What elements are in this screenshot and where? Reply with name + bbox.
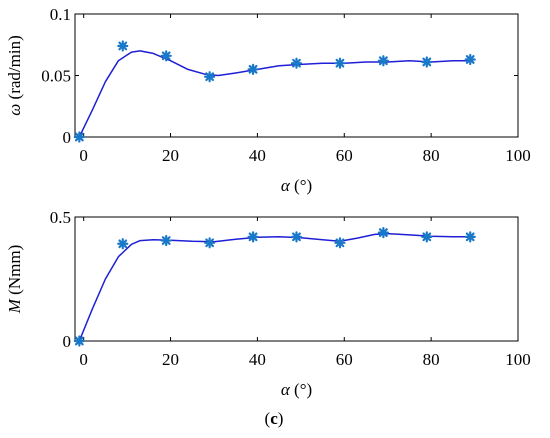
data-point-marker xyxy=(247,63,259,75)
figure-caption: (c) xyxy=(265,409,284,428)
x-tick-label: 40 xyxy=(249,350,266,369)
moment-vs-alpha-plot: 0 20 40 60 80 100 0 0.5 α (°) M (Nmm) xyxy=(5,208,531,399)
y-axis-label: M (Nmm) xyxy=(5,245,24,314)
x-axis-label: α (°) xyxy=(281,380,312,399)
y-tick-label: 0 xyxy=(63,332,72,351)
data-point-marker xyxy=(464,231,476,243)
plot-frame xyxy=(74,13,519,138)
x-tick-label: 80 xyxy=(423,350,440,369)
data-point-marker xyxy=(334,57,346,69)
data-point-marker xyxy=(117,238,129,250)
data-point-marker xyxy=(73,335,85,347)
y-axis-unit: (Nmm) xyxy=(5,245,24,299)
x-tick-label: 100 xyxy=(505,350,531,369)
x-axis-unit: (°) xyxy=(290,176,312,195)
omega-vs-alpha-plot: 0 20 40 60 80 100 0 0.05 0.1 α (°) ω (rad/min) xyxy=(5,5,531,195)
x-tick-label: 100 xyxy=(505,146,531,165)
x-tick-label: 0 xyxy=(79,350,88,369)
x-axis-label: α (°) xyxy=(281,176,312,195)
fitted-curve xyxy=(78,232,471,342)
data-point-marker xyxy=(464,53,476,66)
x-axis-symbol: α xyxy=(281,176,291,195)
data-point-marker xyxy=(290,231,303,243)
data-point-marker xyxy=(290,57,303,69)
x-tick-label: 20 xyxy=(162,146,179,165)
plot-frame xyxy=(74,216,519,342)
data-point-marker xyxy=(160,50,172,62)
y-axis-symbol: M xyxy=(5,298,24,314)
data-point-marker xyxy=(247,231,259,243)
y-axis-label: ω (rad/min) xyxy=(5,35,24,115)
y-tick-label: 0.1 xyxy=(50,5,71,24)
x-tick-label: 40 xyxy=(249,146,266,165)
x-axis-symbol: α xyxy=(281,380,291,399)
data-point-marker xyxy=(377,55,389,67)
data-point-marker xyxy=(204,71,216,83)
y-tick-label: 0.5 xyxy=(50,208,71,227)
y-axis-unit: (rad/min) xyxy=(5,35,24,103)
data-point-marker xyxy=(204,237,216,249)
data-point-marker xyxy=(117,40,129,52)
x-tick-label: 20 xyxy=(162,350,179,369)
y-tick-label: 0.05 xyxy=(41,67,71,86)
data-point-marker xyxy=(73,131,85,143)
data-point-marker xyxy=(377,227,389,239)
x-tick-label: 60 xyxy=(336,146,353,165)
y-tick-label: 0 xyxy=(63,128,72,147)
x-tick-label: 80 xyxy=(423,146,440,165)
data-point-marker xyxy=(160,234,172,247)
fitted-curve xyxy=(78,50,471,138)
x-tick-label: 60 xyxy=(336,350,353,369)
y-axis-symbol: ω xyxy=(5,104,24,116)
x-tick-label: 0 xyxy=(79,146,88,165)
data-point-marker xyxy=(334,237,346,249)
x-axis-unit: (°) xyxy=(290,380,312,399)
data-point-marker xyxy=(421,231,433,243)
data-point-marker xyxy=(421,56,433,68)
